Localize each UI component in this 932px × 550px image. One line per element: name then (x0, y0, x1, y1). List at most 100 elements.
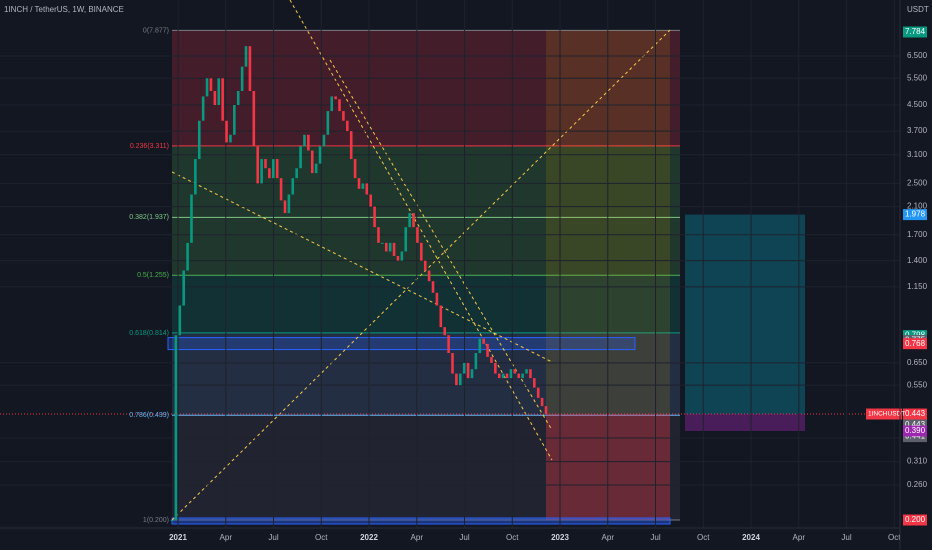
x-tick-label: 2022 (360, 533, 378, 542)
fib-label: 0.618(0.814) (129, 330, 169, 337)
candle (275, 159, 279, 179)
candle (322, 134, 326, 147)
candle (505, 373, 509, 379)
candle (213, 90, 217, 106)
fib-zone (172, 415, 680, 520)
price-badge (903, 514, 927, 526)
candle (536, 387, 540, 398)
candle (443, 327, 447, 336)
candle (447, 335, 450, 354)
x-tick-label: Oct (315, 533, 328, 542)
y-tick-label: 2.500 (907, 178, 928, 187)
candle (377, 227, 380, 243)
y-tick-label: 5.500 (907, 73, 928, 82)
candle (342, 111, 345, 121)
candle (494, 362, 497, 374)
candle (256, 146, 260, 184)
x-tick-label: Jul (841, 533, 851, 542)
x-tick-label: 2021 (169, 533, 187, 542)
candle (439, 305, 443, 328)
candle (174, 335, 178, 520)
candle (283, 200, 287, 214)
candle (244, 46, 248, 67)
candle (392, 242, 396, 256)
y-tick-label: 3.100 (907, 150, 928, 159)
price-badge-label: 7.784 (905, 27, 926, 36)
zones (0, 0, 900, 528)
layer: 0(7.877) 0.236(3.311) 0.382(1.937) 0.5(1.25… (129, 26, 928, 542)
candle (525, 369, 528, 374)
candle (236, 90, 240, 106)
price-badge (903, 425, 927, 437)
x-tick-label: Jul (268, 533, 278, 542)
candle (260, 159, 263, 184)
candle (474, 353, 478, 370)
candle (303, 134, 306, 147)
price-badge-label: 1.978 (905, 210, 926, 219)
candle (197, 120, 201, 160)
x-tick-label: Oct (888, 533, 901, 542)
fib-label: 0(7.877) (143, 27, 169, 34)
candle (501, 373, 505, 379)
candle (287, 194, 291, 214)
candle (408, 213, 411, 228)
y-tick-label: 0.310 (907, 457, 928, 466)
x-tick-label: 2024 (742, 533, 760, 542)
fib-zone (172, 332, 680, 416)
y-tick-label: 6.500 (907, 51, 928, 60)
candle (381, 242, 384, 244)
candle (248, 46, 252, 91)
candle (271, 159, 275, 179)
candle (404, 227, 408, 252)
long-stop (685, 414, 805, 431)
price-badge (903, 209, 927, 221)
candle (190, 194, 193, 243)
candle (186, 242, 189, 271)
price-badge-label: 0.390 (905, 426, 926, 435)
candle (435, 292, 439, 306)
candle (361, 183, 365, 189)
fib-label: 1(0.200) (143, 517, 169, 524)
candle (521, 373, 524, 379)
y-tick-label: 1.150 (907, 282, 928, 291)
y-tick-label: 0.550 (907, 380, 928, 389)
x-tick-label: Jul (650, 533, 660, 542)
candle (182, 270, 185, 306)
candle (455, 373, 458, 386)
x-tick-label: 2023 (551, 533, 569, 542)
candle (307, 134, 310, 151)
price-badge-label: 0.443 (905, 409, 926, 418)
candle (369, 194, 372, 207)
fib-label: 0.786(0.439) (129, 412, 169, 419)
candle (201, 96, 205, 121)
x-tick-label: Jul (459, 533, 469, 542)
candle (178, 305, 182, 336)
x-tick-label: Oct (506, 533, 519, 542)
trend-line (171, 171, 553, 363)
chart-title: 1INCH / TetherUS, 1W, BINANCE (4, 5, 124, 14)
currency: USDT (907, 5, 929, 14)
fib-zone (172, 275, 680, 333)
price-badge (903, 338, 927, 350)
candle (194, 159, 197, 195)
candle (330, 96, 334, 112)
candle (357, 178, 361, 189)
price-badge-label: 0.768 (905, 339, 926, 348)
x-tick-label: Apr (411, 533, 424, 542)
y-tick-label: 4.500 (907, 100, 928, 109)
candle (233, 105, 236, 135)
candle (470, 369, 474, 379)
price-badge-label: 0.443 (905, 420, 926, 429)
x-tick-label: Oct (697, 533, 710, 542)
candle (349, 131, 353, 160)
symbol-badge-label: 1INCHUSDT (868, 411, 905, 418)
y-tick-label: 3.700 (907, 126, 928, 135)
candle (209, 78, 213, 91)
candle (462, 362, 466, 374)
candle (427, 270, 431, 282)
symbol-badge (866, 408, 902, 420)
candle (533, 378, 536, 388)
candle (490, 356, 493, 363)
candle (478, 338, 482, 354)
price-badge-label: 0.200 (905, 515, 926, 524)
